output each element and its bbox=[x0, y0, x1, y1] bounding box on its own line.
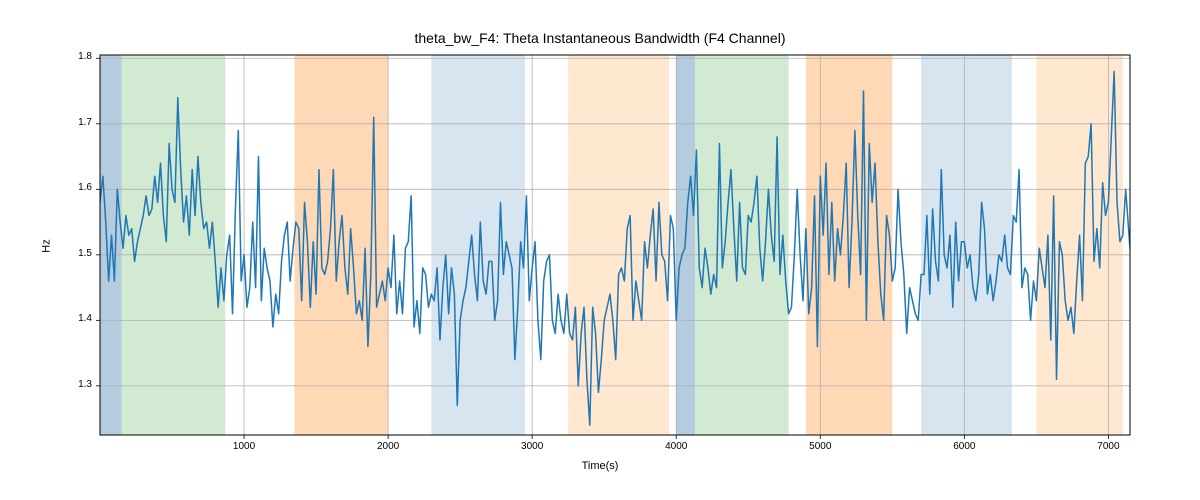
ytick-label: 1.8 bbox=[52, 51, 92, 62]
ytick-label: 1.3 bbox=[52, 379, 92, 390]
ytick-label: 1.4 bbox=[52, 313, 92, 324]
xtick-label: 7000 bbox=[1088, 441, 1128, 452]
xtick-label: 2000 bbox=[368, 441, 408, 452]
xtick-label: 6000 bbox=[944, 441, 984, 452]
xtick-label: 4000 bbox=[656, 441, 696, 452]
xtick-label: 3000 bbox=[512, 441, 552, 452]
shade-region bbox=[431, 55, 525, 435]
ytick-label: 1.6 bbox=[52, 182, 92, 193]
shade-region bbox=[294, 55, 388, 435]
ytick-label: 1.7 bbox=[52, 117, 92, 128]
chart-container: theta_bw_F4: Theta Instantaneous Bandwid… bbox=[0, 0, 1200, 500]
xtick-label: 5000 bbox=[800, 441, 840, 452]
plot-svg bbox=[0, 0, 1200, 500]
ytick-label: 1.5 bbox=[52, 248, 92, 259]
xtick-label: 1000 bbox=[224, 441, 264, 452]
